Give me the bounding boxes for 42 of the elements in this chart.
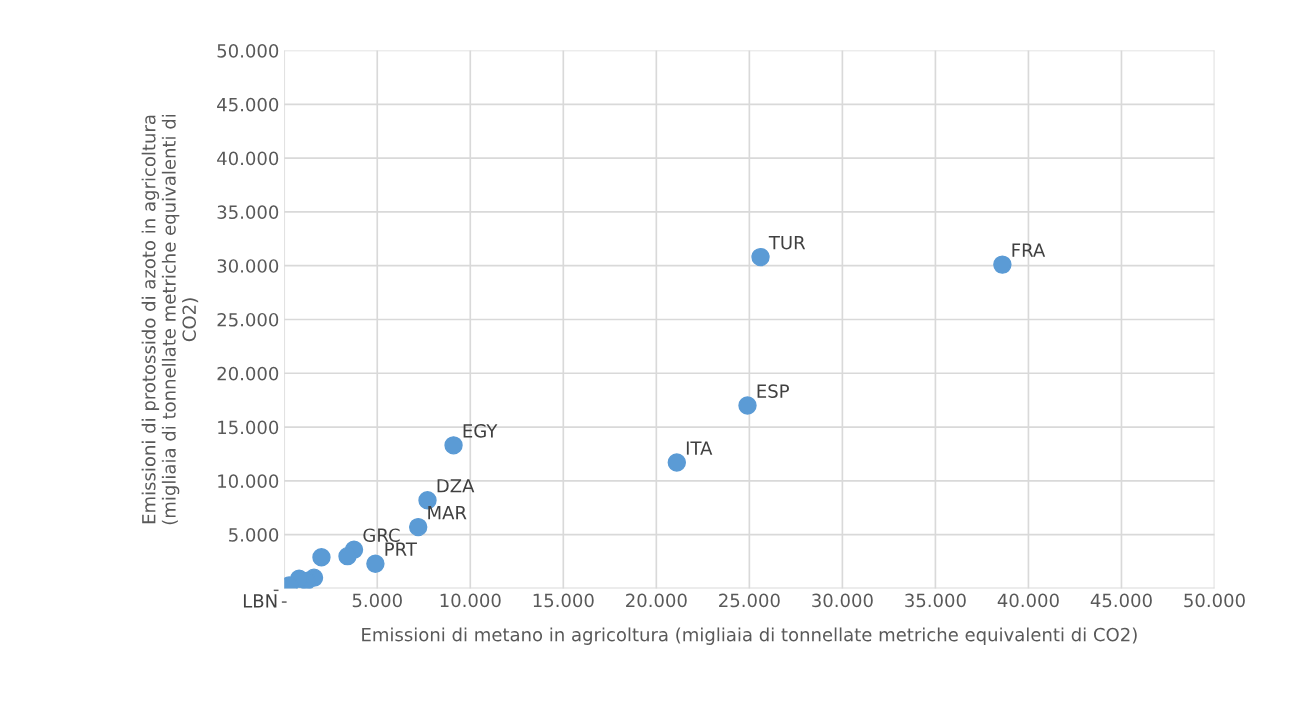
point bbox=[667, 453, 687, 472]
point bbox=[444, 436, 463, 455]
y-tick-label: 15.000 bbox=[218, 420, 279, 435]
y-tick-label: 40.000 bbox=[217, 151, 279, 166]
x-tick-label: 35.000 bbox=[905, 593, 966, 608]
annotation: ITA bbox=[686, 441, 713, 455]
y-tick-label: 45.000 bbox=[217, 97, 279, 112]
x-axis-title: Emissioni di metano in agricoltura (migliaia di tonnellate metriche equivalenti di CO2) bbox=[362, 627, 1137, 645]
annotation: GRC bbox=[363, 528, 400, 543]
y-tick-label: 50.000 bbox=[217, 44, 279, 58]
point bbox=[993, 255, 1012, 274]
annotation: EGY bbox=[463, 424, 498, 438]
point bbox=[338, 546, 357, 566]
x-tick-label: 20.000 bbox=[626, 593, 687, 608]
x-tick-label: 30.000 bbox=[812, 593, 873, 608]
annotation: PRT bbox=[385, 542, 417, 556]
x-tick-label: 25.000 bbox=[719, 593, 780, 608]
point bbox=[738, 396, 757, 415]
y-tick-label: 20.000 bbox=[217, 366, 279, 381]
x-tick-label: 5.000 bbox=[352, 593, 402, 608]
annotation: DZA bbox=[437, 479, 475, 493]
y-tick-label: 10.000 bbox=[218, 474, 279, 488]
y-tick-label: - bbox=[273, 589, 279, 592]
y-tick-label: 5.000 bbox=[229, 528, 279, 542]
point bbox=[751, 247, 770, 267]
y-tick-label: 30.000 bbox=[217, 259, 279, 273]
y-axis-title: Emissioni di protossido di azoto in agricoltura (migliaia di tonnellate metriche equivalenti di CO2) bbox=[141, 114, 199, 525]
annotation: LBN bbox=[243, 594, 277, 608]
y-tick-label: 35.000 bbox=[217, 205, 279, 220]
x-tick-label: 50.000 bbox=[1184, 593, 1245, 608]
point bbox=[366, 554, 385, 573]
x-tick-label: 45.000 bbox=[1090, 593, 1152, 608]
x-tick-label: 40.000 bbox=[997, 593, 1059, 608]
x-tick-label: 15.000 bbox=[533, 593, 594, 608]
annotation: TUR bbox=[768, 236, 806, 250]
point bbox=[408, 517, 428, 537]
x-tick-label: 10.000 bbox=[440, 593, 501, 608]
annotation: MAR bbox=[428, 506, 467, 520]
y-tick-label: 25.000 bbox=[217, 312, 279, 327]
annotation: FRA bbox=[1012, 243, 1046, 257]
annotation: ESP bbox=[757, 384, 789, 398]
point bbox=[312, 548, 331, 567]
